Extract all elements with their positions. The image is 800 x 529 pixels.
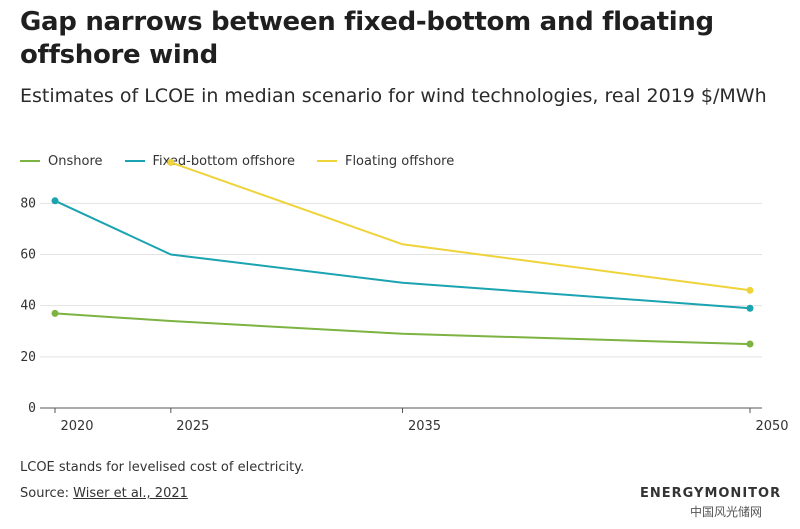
y-tick-label-40: 40 [20,299,36,314]
y-tick-label-80: 80 [20,196,36,211]
x-tick-label-2050: 2050 [755,419,788,434]
series-line-fixed-bottom [54,199,751,310]
legend-label-floating: Floating offshore [344,153,455,169]
series-point-onshore-2020 [51,309,59,317]
watermark: 中国风光储网 [690,505,763,519]
y-tick-label-60: 60 [20,248,36,263]
series-point-fixed-bottom-2050 [746,304,754,312]
x-tick-label-2020: 2020 [60,419,93,434]
series-line-floating [170,161,751,292]
footnote: LCOE stands for levelised cost of electr… [20,460,305,475]
legend-swatch-floating [316,160,337,162]
legend-label-onshore: Onshore [48,153,103,169]
legend: Onshore Fixed-bottom offshore Floating o… [20,152,476,170]
legend-label-fixed-bottom: Fixed-bottom offshore [152,153,295,169]
series-point-fixed-bottom-2020 [51,197,59,205]
legend-swatch-onshore [20,160,40,162]
legend-swatch-fixed-bottom [124,160,145,162]
x-tick-label-2025: 2025 [176,419,209,434]
series-point-onshore-2050 [746,340,754,348]
y-tick-label-20: 20 [20,350,36,365]
source-link[interactable]: Wiser et al., 2021 [73,486,188,501]
x-tick-label-2035: 2035 [408,419,441,434]
chart-title: Gap narrows between fixed-bottom and flo… [20,7,714,70]
legend-item-onshore: Onshore [20,154,103,169]
chart-subtitle: Estimates of LCOE in median scenario for… [20,85,767,107]
brand-logo: ENERGYMONITOR [640,486,782,501]
series-line-onshore [54,312,751,346]
legend-item-floating: Floating offshore [316,153,455,169]
source-line: Source: Wiser et al., 2021 [20,486,188,501]
series-point-floating-2050 [746,286,754,294]
y-tick-label-0: 0 [28,401,36,416]
source-prefix: Source: [20,486,74,501]
legend-item-fixed-bottom: Fixed-bottom offshore [124,153,295,169]
series-point-floating-2025 [167,158,175,166]
